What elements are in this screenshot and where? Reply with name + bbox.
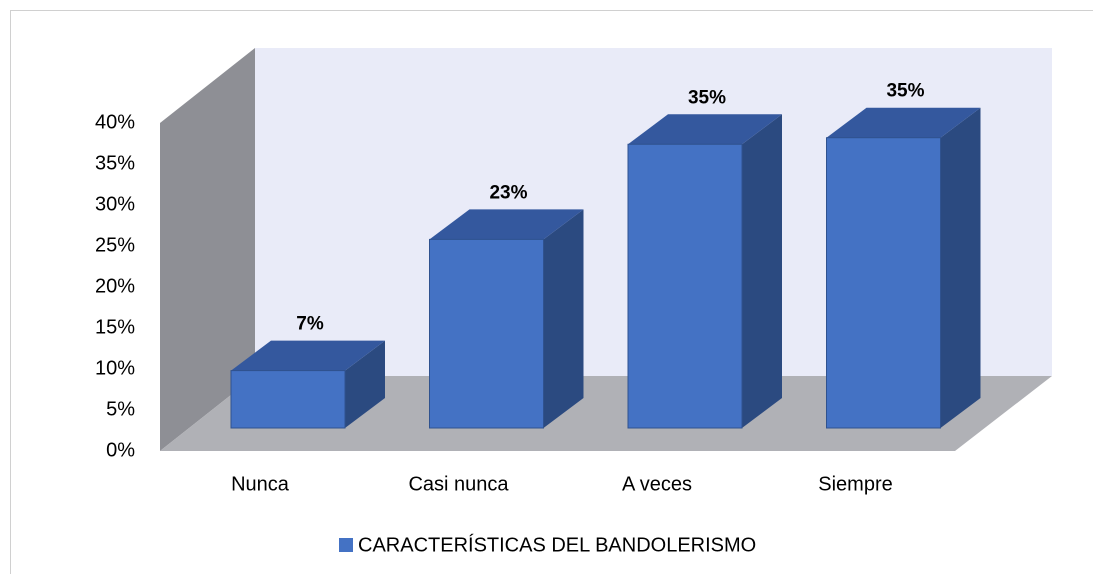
x-tick-label: Casi nunca <box>408 473 509 495</box>
legend-label: CARACTERÍSTICAS DEL BANDOLERISMO <box>358 533 756 556</box>
y-tick-label: 10% <box>95 357 135 379</box>
y-tick-label: 15% <box>95 316 135 338</box>
value-label: 35% <box>886 81 924 102</box>
bar-side <box>544 209 584 428</box>
bar <box>827 138 941 428</box>
value-label: 35% <box>688 87 726 108</box>
legend-swatch <box>339 538 353 552</box>
x-tick-label: Siempre <box>818 473 892 495</box>
x-tick-label: A veces <box>622 473 692 495</box>
value-label: 7% <box>296 314 324 335</box>
y-tick-label: 5% <box>106 398 135 420</box>
bar-side <box>941 108 981 428</box>
y-tick-label: 0% <box>106 439 135 461</box>
x-tick-label: Nunca <box>231 473 290 495</box>
y-tick-label: 40% <box>95 111 135 133</box>
y-tick-label: 25% <box>95 234 135 256</box>
bar-side <box>742 114 782 428</box>
y-tick-label: 35% <box>95 152 135 174</box>
value-label: 23% <box>489 182 527 203</box>
bar <box>628 144 742 428</box>
bar <box>231 371 345 428</box>
y-tick-label: 30% <box>95 193 135 215</box>
y-tick-label: 20% <box>95 275 135 297</box>
bar <box>430 239 544 428</box>
